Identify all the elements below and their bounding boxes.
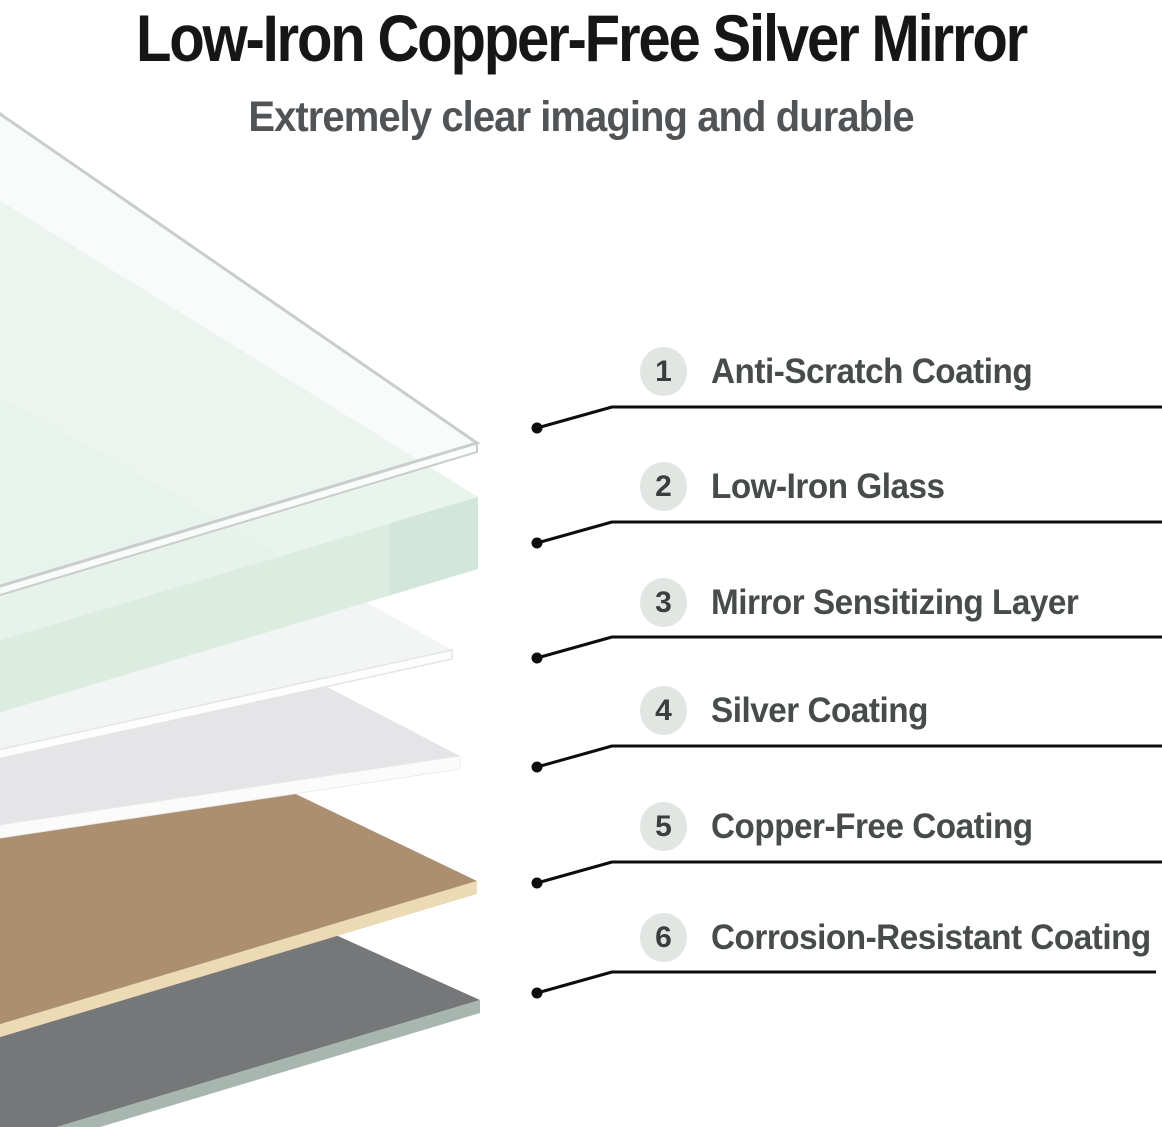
layer-edge-copper-free-coating	[0, 881, 477, 1038]
layer-top-anti-scratch-coating	[0, 112, 481, 588]
leader-dot-3	[531, 652, 543, 664]
layer-edge-accent-low-iron-glass	[390, 497, 478, 595]
leader-line-3	[536, 635, 1162, 660]
leader-line-6	[536, 970, 1156, 995]
page-title: Low-Iron Copper-Free Silver Mirror	[135, 1, 1028, 75]
layer-top-low-iron-glass	[0, 200, 478, 641]
leader-dot-5	[531, 877, 543, 889]
layer-label-corrosion-resistant-coating: Corrosion-Resistant Coating	[711, 917, 1151, 957]
leader-dot-2	[531, 537, 543, 549]
layer-edge-corrosion-resistant-coating	[56, 1000, 480, 1127]
layer-edge-low-iron-glass	[0, 497, 478, 713]
leader-dot-1	[531, 422, 543, 434]
step-badge-4: 4	[640, 686, 687, 735]
callout-row-corrosion-resistant-coating: 6 Corrosion-Resistant Coating	[640, 913, 1162, 962]
callout-row-low-iron-glass: 2 Low-Iron Glass	[640, 462, 957, 511]
layer-label-copper-free-coating: Copper-Free Coating	[711, 806, 1033, 846]
leader-line-5	[536, 860, 1162, 885]
step-badge-2: 2	[640, 462, 687, 511]
leader-line-1	[536, 405, 1162, 430]
leader-dot-4	[531, 761, 543, 773]
layer-label-anti-scratch-coating: Anti-Scratch Coating	[711, 351, 1033, 391]
step-badge-6: 6	[640, 913, 687, 962]
layer-label-silver-coating: Silver Coating	[711, 690, 928, 730]
step-badge-5: 5	[640, 802, 687, 851]
callout-row-mirror-sensitizing-layer: 3 Mirror Sensitizing Layer	[640, 578, 1098, 627]
leader-line-2	[536, 520, 1162, 545]
step-badge-1: 1	[640, 347, 687, 396]
step-badge-3: 3	[640, 578, 687, 627]
leader-line-4	[536, 744, 1162, 769]
callout-row-silver-coating: 4 Silver Coating	[640, 686, 939, 735]
leader-dot-6	[531, 987, 543, 999]
layer-edge-anti-scratch-coating	[0, 441, 478, 597]
callout-row-copper-free-coating: 5 Copper-Free Coating	[640, 802, 1050, 851]
layer-label-low-iron-glass: Low-Iron Glass	[711, 466, 945, 506]
layer-edge-mirror-sensitizing-layer	[0, 649, 453, 760]
layer-edge-silver-coating	[0, 755, 461, 839]
page-subtitle: Extremely clear imaging and durable	[248, 93, 914, 141]
callout-row-anti-scratch-coating: 1 Anti-Scratch Coating	[640, 347, 1049, 396]
layer-label-mirror-sensitizing-layer: Mirror Sensitizing Layer	[711, 582, 1079, 622]
